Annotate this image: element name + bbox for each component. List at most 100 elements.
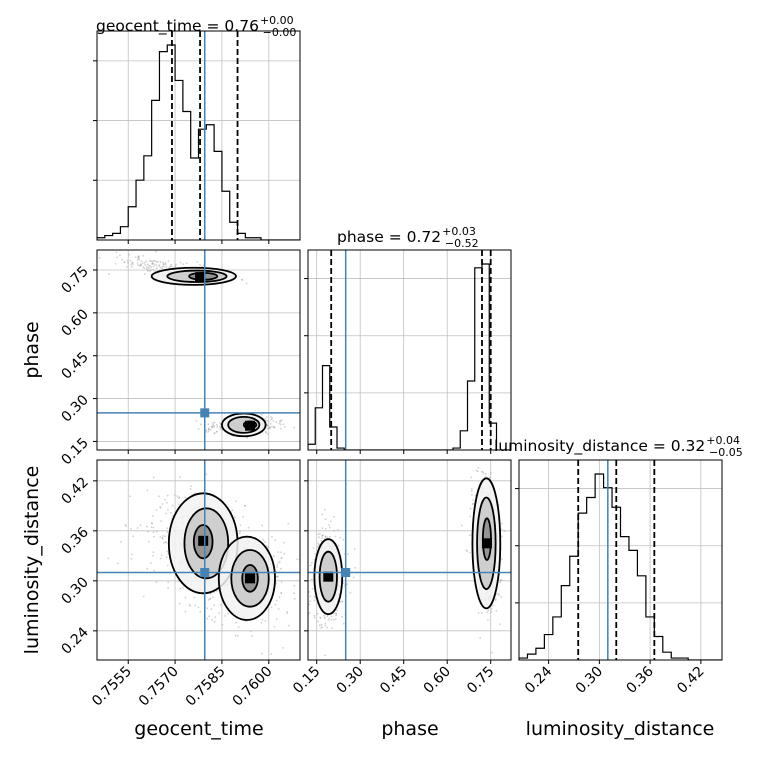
sample-point (268, 427, 271, 430)
sample-point (332, 618, 335, 621)
sample-point (279, 423, 282, 426)
sample-point (487, 609, 490, 612)
sample-point (495, 593, 498, 595)
histogram-step (519, 473, 722, 660)
sample-point (165, 512, 168, 515)
sample-point (221, 623, 224, 626)
sample-point (142, 595, 145, 598)
sample-point (216, 426, 219, 428)
sample-point (264, 418, 267, 420)
sample-point (207, 428, 210, 431)
sample-point (487, 619, 489, 621)
sample-point (317, 542, 320, 545)
sample-point (475, 469, 478, 472)
sample-point (138, 265, 141, 267)
sample-point (218, 612, 220, 615)
sample-point (152, 268, 155, 271)
sample-point (328, 524, 330, 526)
sample-point (497, 592, 500, 595)
sample-point (234, 516, 236, 519)
sample-point (151, 262, 154, 265)
sample-point (150, 269, 152, 271)
sample-point (327, 619, 330, 621)
frame-distance-vs-geocent-time (96, 459, 301, 661)
sample-point (149, 259, 152, 262)
sample-point (208, 428, 210, 431)
sample-point (144, 264, 147, 266)
sample-point (199, 264, 201, 266)
sample-point (151, 522, 153, 525)
sample-point (212, 423, 215, 426)
sample-point (145, 260, 148, 263)
sample-point (150, 266, 153, 269)
sample-point (321, 535, 323, 537)
sample-point (260, 413, 263, 416)
ytick-label: 0.42 (58, 474, 91, 507)
sample-point (130, 264, 133, 266)
sample-point (150, 562, 152, 564)
sample-point (469, 534, 471, 537)
sample-point (239, 530, 241, 533)
sample-point (195, 420, 198, 422)
sample-point (214, 616, 217, 619)
sample-point (121, 258, 124, 261)
sample-point (143, 267, 146, 269)
sample-point (280, 592, 283, 595)
sample-point (275, 599, 278, 602)
panel-distance-vs-geocent-time: 0.7555 0.7570 0.7585 0.7600 0.24 0.30 0.36 0.42 (58, 459, 301, 709)
sample-point (293, 585, 296, 587)
sample-point (137, 256, 140, 259)
sample-point (480, 470, 483, 473)
sample-point (490, 610, 493, 613)
sample-point (137, 255, 140, 258)
sample-point (308, 591, 310, 593)
sample-point (166, 501, 168, 504)
sample-point (210, 426, 213, 429)
sample-point (286, 612, 289, 614)
ticks-phase-hist (304, 278, 492, 454)
sample-point (273, 426, 275, 429)
sample-point (140, 260, 143, 262)
sample-point (224, 615, 227, 617)
sample-point (266, 432, 269, 435)
sample-point (188, 604, 191, 606)
sample-point (166, 531, 169, 533)
sample-point (313, 614, 316, 617)
sample-point (318, 536, 320, 539)
sample-point (271, 425, 273, 428)
sample-point (213, 604, 216, 607)
sample-point (324, 518, 327, 520)
sample-point (320, 623, 323, 626)
truth-marker (341, 568, 351, 577)
sample-point (167, 581, 170, 584)
sample-point (326, 536, 329, 539)
sample-point (354, 566, 357, 569)
sample-point (324, 535, 327, 538)
sample-point (209, 429, 212, 431)
sample-point (276, 564, 279, 566)
sample-point (500, 596, 502, 598)
sample-point (148, 540, 150, 543)
sample-point (270, 416, 272, 418)
sample-point (163, 541, 166, 544)
xtick-label: 0.75 (464, 664, 497, 697)
xtick-label: 0.15 (290, 664, 323, 697)
sample-point (213, 421, 216, 424)
sample-point (276, 566, 278, 568)
sample-point (235, 500, 238, 503)
truth-marker (200, 408, 210, 418)
sample-point (139, 263, 142, 266)
sample-point (320, 627, 323, 629)
sample-point (470, 476, 473, 479)
panel-phase-vs-geocent-time: 0.15 0.30 0.45 0.60 0.75 (58, 249, 301, 468)
sample-point (178, 602, 181, 605)
sample-point (321, 626, 323, 629)
sample-point (275, 575, 278, 578)
sample-point (335, 614, 337, 617)
sample-point (160, 554, 163, 557)
sample-point (145, 267, 148, 270)
sample-point (227, 612, 230, 615)
sample-point (167, 509, 169, 511)
sample-point (173, 494, 176, 496)
sample-point (231, 509, 234, 512)
